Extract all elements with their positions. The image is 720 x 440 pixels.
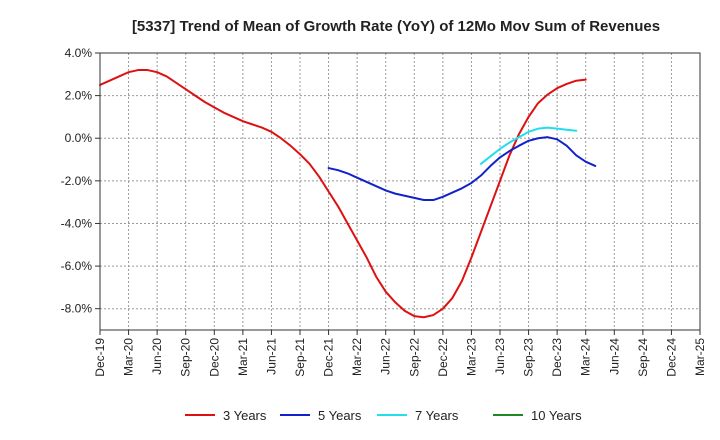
series-line-7-years [479,126,578,165]
x-tick-label: Dec-22 [436,338,450,377]
x-tick-label: Jun-22 [379,338,393,375]
x-tick-label: Mar-21 [236,338,250,376]
x-tick-label: Mar-23 [464,338,478,376]
y-tick-label: -8.0% [61,302,93,316]
y-tick-label: -6.0% [61,259,93,273]
x-tick-label: Sep-24 [636,338,650,377]
x-tick-label: Mar-22 [350,338,364,376]
y-tick-label: -2.0% [61,174,93,188]
legend-label-10-years: 10 Years [531,408,582,423]
grid [99,52,701,330]
series-line-5-years [327,136,597,202]
x-tick-label: Jun-20 [150,338,164,375]
x-tick-label: Jun-21 [264,338,278,375]
x-tick-label: Dec-21 [322,338,336,377]
legend-label-3-years: 3 Years [223,408,267,423]
y-tick-label: 0.0% [65,131,93,145]
chart-title: [5337] Trend of Mean of Growth Rate (YoY… [132,18,660,35]
x-tick-label: Jun-24 [607,338,621,375]
x-tick-label: Sep-22 [407,338,421,377]
x-tick-label: Mar-20 [122,338,136,376]
y-tick-label: 4.0% [65,46,93,60]
x-tick-label: Jun-23 [493,338,507,375]
plot-frame [99,52,701,331]
legend: 3 Years 5 Years 7 Years 10 Years [185,408,582,423]
x-tick-label: Dec-19 [93,338,107,377]
x-tick-label: Dec-20 [207,338,221,377]
x-tick-label: Dec-24 [664,338,678,377]
x-tick-label: Mar-25 [693,338,707,376]
legend-label-5-years: 5 Years [318,408,362,423]
x-tick-label: Sep-21 [293,338,307,377]
y-tick-label: 2.0% [65,89,93,103]
x-tick-label: Mar-24 [579,338,593,376]
y-tick-label: -4.0% [61,216,93,230]
y-axis-ticks: 4.0% 2.0% 0.0% -2.0% -4.0% -6.0% -8.0% [61,46,100,316]
x-tick-label: Sep-20 [179,338,193,377]
x-axis-ticks: Dec-19 Mar-20 Jun-20 Sep-20 Dec-20 Mar-21 Jun-… [93,330,707,377]
x-tick-label: Sep-23 [522,338,536,377]
legend-label-7-years: 7 Years [415,408,459,423]
series-line-3-years [99,69,587,319]
x-tick-label: Dec-23 [550,338,564,377]
series-lines [99,69,597,319]
